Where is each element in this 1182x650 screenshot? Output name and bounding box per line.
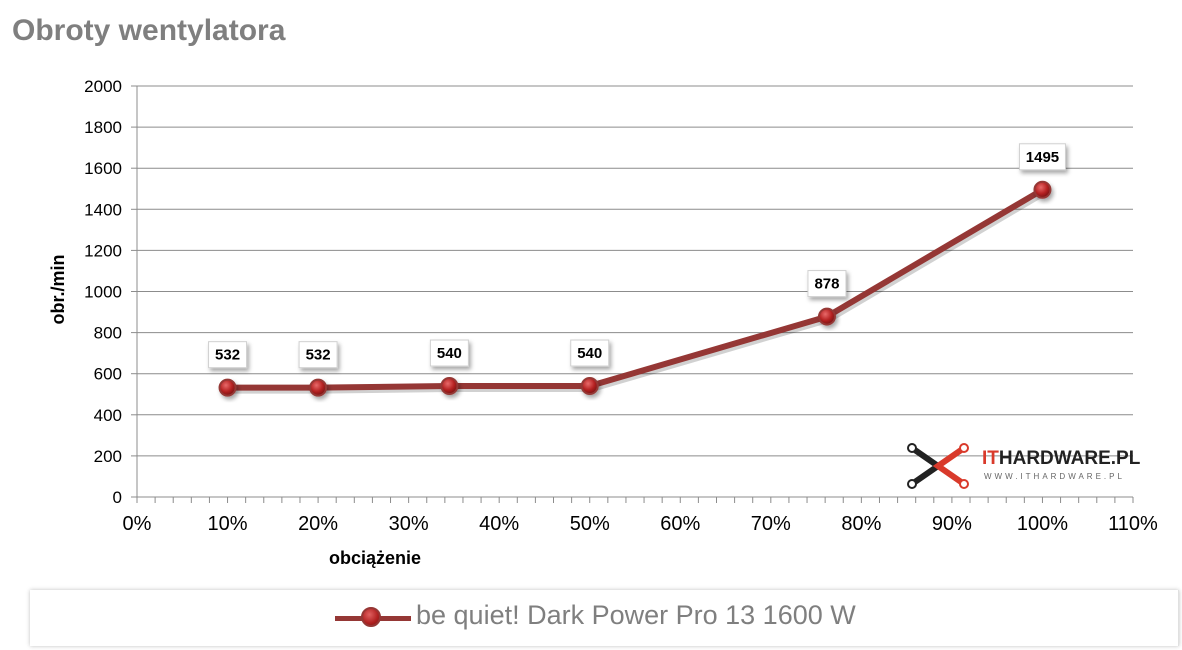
y-tick-label: 1800 xyxy=(84,118,122,137)
logo-wordmark: ITHARDWARE.PL xyxy=(982,448,1141,469)
data-label: 878 xyxy=(814,276,839,293)
x-tick-label: 50% xyxy=(570,513,610,535)
y-tick-label: 600 xyxy=(94,365,122,384)
y-tick-label: 1200 xyxy=(84,241,122,260)
data-label: 532 xyxy=(306,347,331,364)
y-tick-label: 2000 xyxy=(84,77,122,96)
data-point xyxy=(440,377,459,396)
data-point xyxy=(817,307,836,326)
x-tick-label: 30% xyxy=(389,513,429,535)
x-logo-icon xyxy=(907,443,969,489)
x-tick-label: 0% xyxy=(123,513,152,535)
x-tick-label: 100% xyxy=(1017,513,1068,535)
y-tick-label: 400 xyxy=(94,406,122,425)
x-tick-label: 70% xyxy=(751,513,791,535)
data-point xyxy=(580,377,599,396)
x-tick-label: 60% xyxy=(660,513,700,535)
data-label: 540 xyxy=(437,345,462,362)
series-line xyxy=(227,187,1044,391)
line-chart: 0 200 400 600 800 1000 1200 1400 1600 1800 2000 0% 1… xyxy=(48,77,1158,568)
data-point xyxy=(218,378,237,397)
x-tick-label: 40% xyxy=(479,513,519,535)
x-tick-label: 110% xyxy=(1108,513,1158,535)
data-label-box xyxy=(807,270,847,298)
logo-url: WWW.ITHARDWARE.PL xyxy=(984,472,1125,481)
data-point xyxy=(1033,180,1052,199)
data-label: 540 xyxy=(577,345,602,362)
y-tick-label: 1600 xyxy=(84,159,122,178)
data-label-box xyxy=(429,339,469,367)
data-label: 1495 xyxy=(1026,149,1059,166)
legend-series-name: be quiet! Dark Power Pro 13 1600 W xyxy=(416,600,856,630)
x-tick-label: 80% xyxy=(841,513,881,535)
data-label-box xyxy=(1018,143,1066,171)
data-point xyxy=(309,378,328,397)
x-tick-label: 10% xyxy=(208,513,248,535)
legend-marker-icon xyxy=(361,607,381,627)
data-label-box xyxy=(298,341,338,369)
data-label-box xyxy=(570,339,610,367)
y-tick-label: 800 xyxy=(94,324,122,343)
x-axis-label: obciążenie xyxy=(329,548,421,568)
data-label-box xyxy=(208,341,248,369)
y-tick-label: 1400 xyxy=(84,200,122,219)
legend: be quiet! Dark Power Pro 13 1600 W xyxy=(30,590,1179,646)
y-tick-label: 1000 xyxy=(84,283,122,302)
data-label: 532 xyxy=(215,347,240,364)
watermark-logo: ITHARDWARE.PL WWW.ITHARDWARE.PL xyxy=(904,442,1140,490)
x-tick-label: 90% xyxy=(932,513,972,535)
x-tick-label: 20% xyxy=(298,513,338,535)
y-tick-label: 200 xyxy=(94,447,122,466)
y-tick-label: 0 xyxy=(113,488,122,507)
chart-title: Obroty wentylatora xyxy=(12,14,286,47)
y-axis-label: obr./min xyxy=(48,254,68,324)
